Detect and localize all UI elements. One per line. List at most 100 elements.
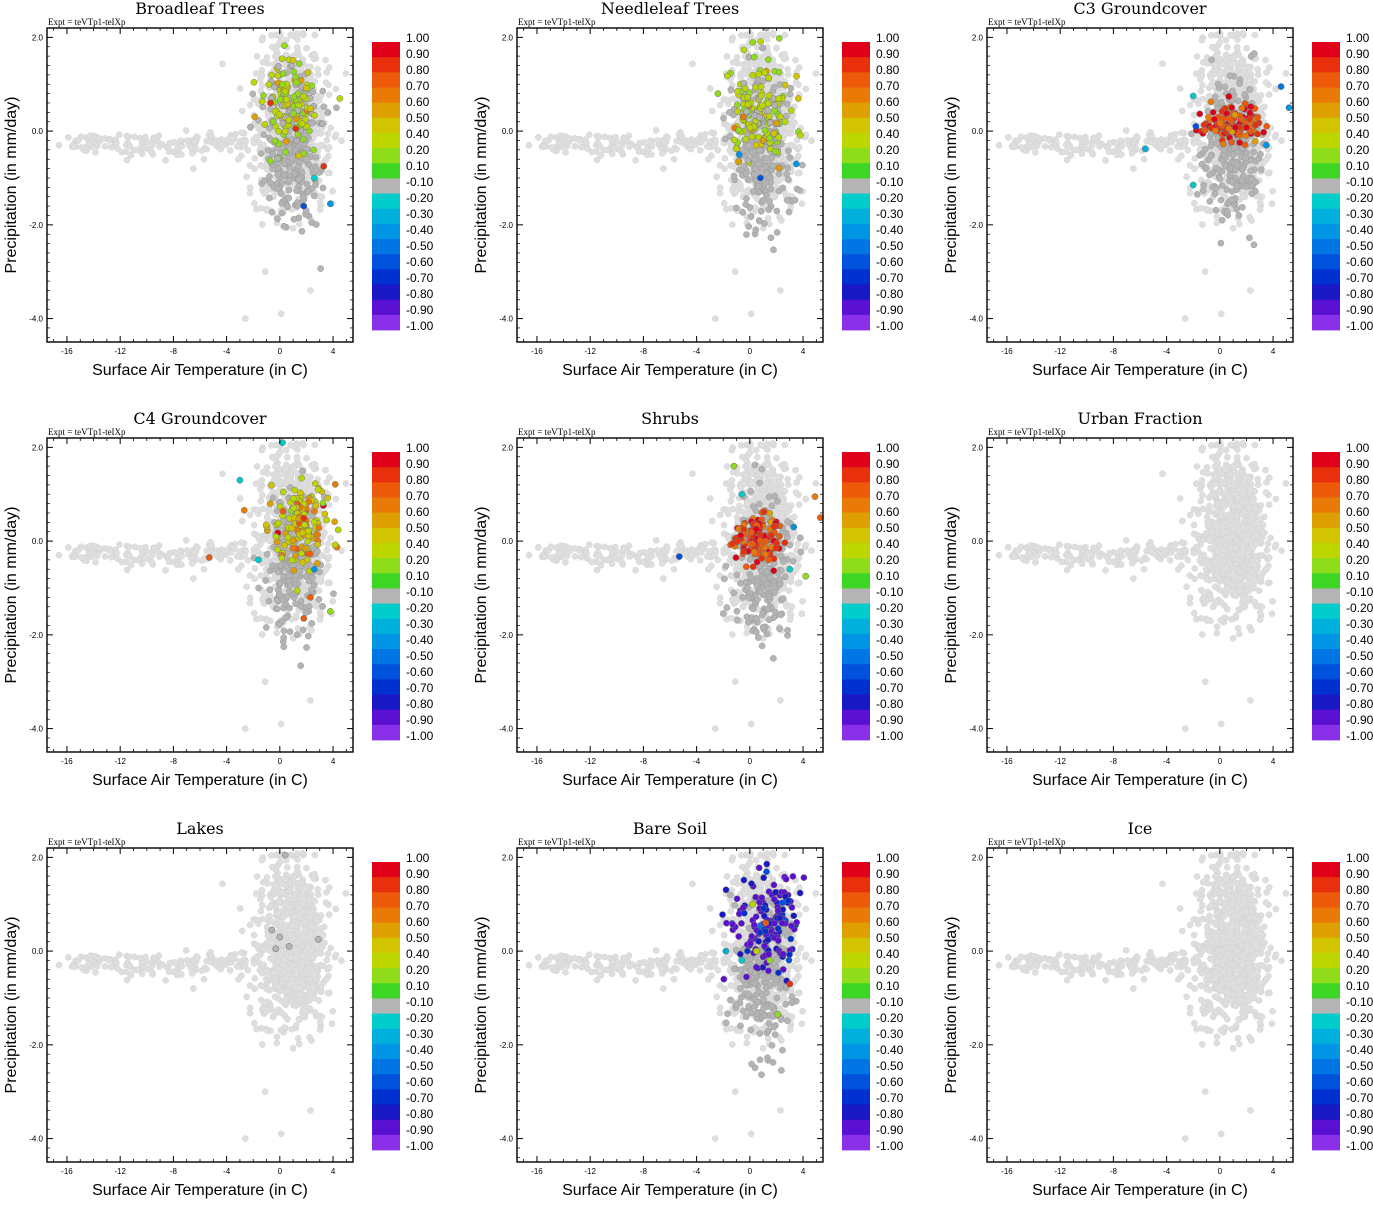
data-point bbox=[1270, 188, 1276, 194]
data-point bbox=[170, 149, 176, 155]
data-point bbox=[589, 149, 595, 155]
y-tick-label: -4.0 bbox=[29, 315, 43, 324]
data-point bbox=[279, 56, 285, 62]
data-point bbox=[325, 170, 331, 176]
data-point bbox=[108, 144, 114, 150]
data-point bbox=[1229, 179, 1235, 185]
data-point bbox=[269, 72, 275, 78]
data-point bbox=[750, 189, 756, 195]
data-point bbox=[1237, 80, 1243, 86]
data-point bbox=[260, 92, 266, 98]
data-point bbox=[1184, 174, 1190, 180]
data-point bbox=[1221, 147, 1227, 153]
data-point bbox=[1251, 242, 1257, 248]
data-point bbox=[760, 78, 766, 84]
data-point bbox=[327, 201, 333, 207]
data-point bbox=[746, 223, 752, 229]
data-point bbox=[772, 148, 778, 154]
data-point bbox=[1213, 63, 1219, 69]
colorbar-label: 0.80 bbox=[876, 63, 900, 77]
data-point bbox=[1081, 145, 1087, 151]
data-point bbox=[242, 315, 248, 321]
data-point bbox=[768, 235, 774, 241]
data-point bbox=[162, 157, 168, 163]
data-point bbox=[1228, 61, 1234, 67]
data-point bbox=[1243, 45, 1249, 51]
data-point bbox=[1207, 198, 1213, 204]
data-point bbox=[1227, 73, 1233, 79]
data-point bbox=[149, 149, 155, 155]
data-point bbox=[1018, 144, 1024, 150]
data-point bbox=[743, 201, 749, 207]
y-tick-label: -4.0 bbox=[499, 315, 513, 324]
data-point bbox=[275, 171, 281, 177]
data-point bbox=[267, 538, 273, 544]
data-point bbox=[808, 138, 814, 144]
data-point bbox=[795, 170, 801, 176]
x-tick-label: -16 bbox=[61, 347, 73, 356]
data-point bbox=[728, 86, 734, 92]
data-point bbox=[179, 143, 185, 149]
data-point bbox=[762, 127, 768, 133]
y-tick-label: 0.0 bbox=[32, 127, 44, 136]
y-axis-label: Precipitation (in mm/day) bbox=[943, 97, 960, 274]
data-point bbox=[1119, 143, 1125, 149]
data-point bbox=[296, 176, 302, 182]
colorbar-label: 0.20 bbox=[406, 143, 430, 157]
data-point bbox=[773, 120, 779, 126]
data-point bbox=[762, 70, 768, 76]
data-point bbox=[284, 454, 290, 460]
data-point bbox=[604, 147, 610, 153]
data-point bbox=[796, 144, 802, 150]
data-point bbox=[1234, 60, 1240, 66]
y-axis-label: Precipitation (in mm/day) bbox=[473, 97, 490, 274]
data-point bbox=[1222, 162, 1228, 168]
data-point bbox=[1253, 179, 1259, 185]
experiment-label: Expt = teVTp1-teIXp bbox=[988, 17, 1066, 27]
x-tick-label: 4 bbox=[801, 347, 806, 356]
data-point bbox=[1242, 91, 1248, 97]
data-point bbox=[1193, 70, 1199, 76]
colorbar-swatch bbox=[1312, 57, 1340, 73]
colorbar-label: -0.90 bbox=[876, 303, 904, 317]
data-point bbox=[730, 59, 736, 65]
data-point bbox=[1239, 105, 1245, 111]
data-point bbox=[305, 64, 311, 70]
data-point bbox=[783, 113, 789, 119]
data-point bbox=[303, 85, 309, 91]
data-point bbox=[597, 143, 603, 149]
data-point bbox=[768, 186, 774, 192]
data-point bbox=[162, 567, 168, 573]
x-tick-label: -8 bbox=[640, 347, 648, 356]
data-point bbox=[653, 127, 659, 133]
data-point bbox=[785, 148, 791, 154]
data-point bbox=[252, 576, 258, 582]
data-point bbox=[300, 440, 306, 446]
data-point bbox=[141, 145, 147, 151]
data-point bbox=[1210, 109, 1216, 115]
data-point bbox=[1236, 221, 1242, 227]
data-point bbox=[776, 165, 782, 171]
data-point bbox=[126, 134, 132, 140]
data-point bbox=[254, 53, 260, 59]
colorbar-swatch bbox=[842, 103, 870, 119]
data-point bbox=[1036, 135, 1042, 141]
data-point bbox=[1117, 138, 1123, 144]
data-point bbox=[245, 147, 251, 153]
data-point bbox=[782, 119, 788, 125]
data-point bbox=[247, 124, 253, 130]
data-point bbox=[725, 123, 731, 129]
data-point bbox=[1185, 147, 1191, 153]
data-point bbox=[1174, 143, 1180, 149]
data-point bbox=[766, 113, 772, 119]
data-point bbox=[731, 173, 737, 179]
colorbar-swatch bbox=[372, 300, 400, 316]
colorbar-label: 0.50 bbox=[876, 111, 900, 125]
data-point bbox=[1247, 110, 1253, 116]
data-point bbox=[247, 190, 253, 196]
data-point bbox=[1257, 151, 1263, 157]
data-point bbox=[1208, 32, 1214, 38]
data-point bbox=[1247, 76, 1253, 82]
data-point bbox=[722, 155, 728, 161]
